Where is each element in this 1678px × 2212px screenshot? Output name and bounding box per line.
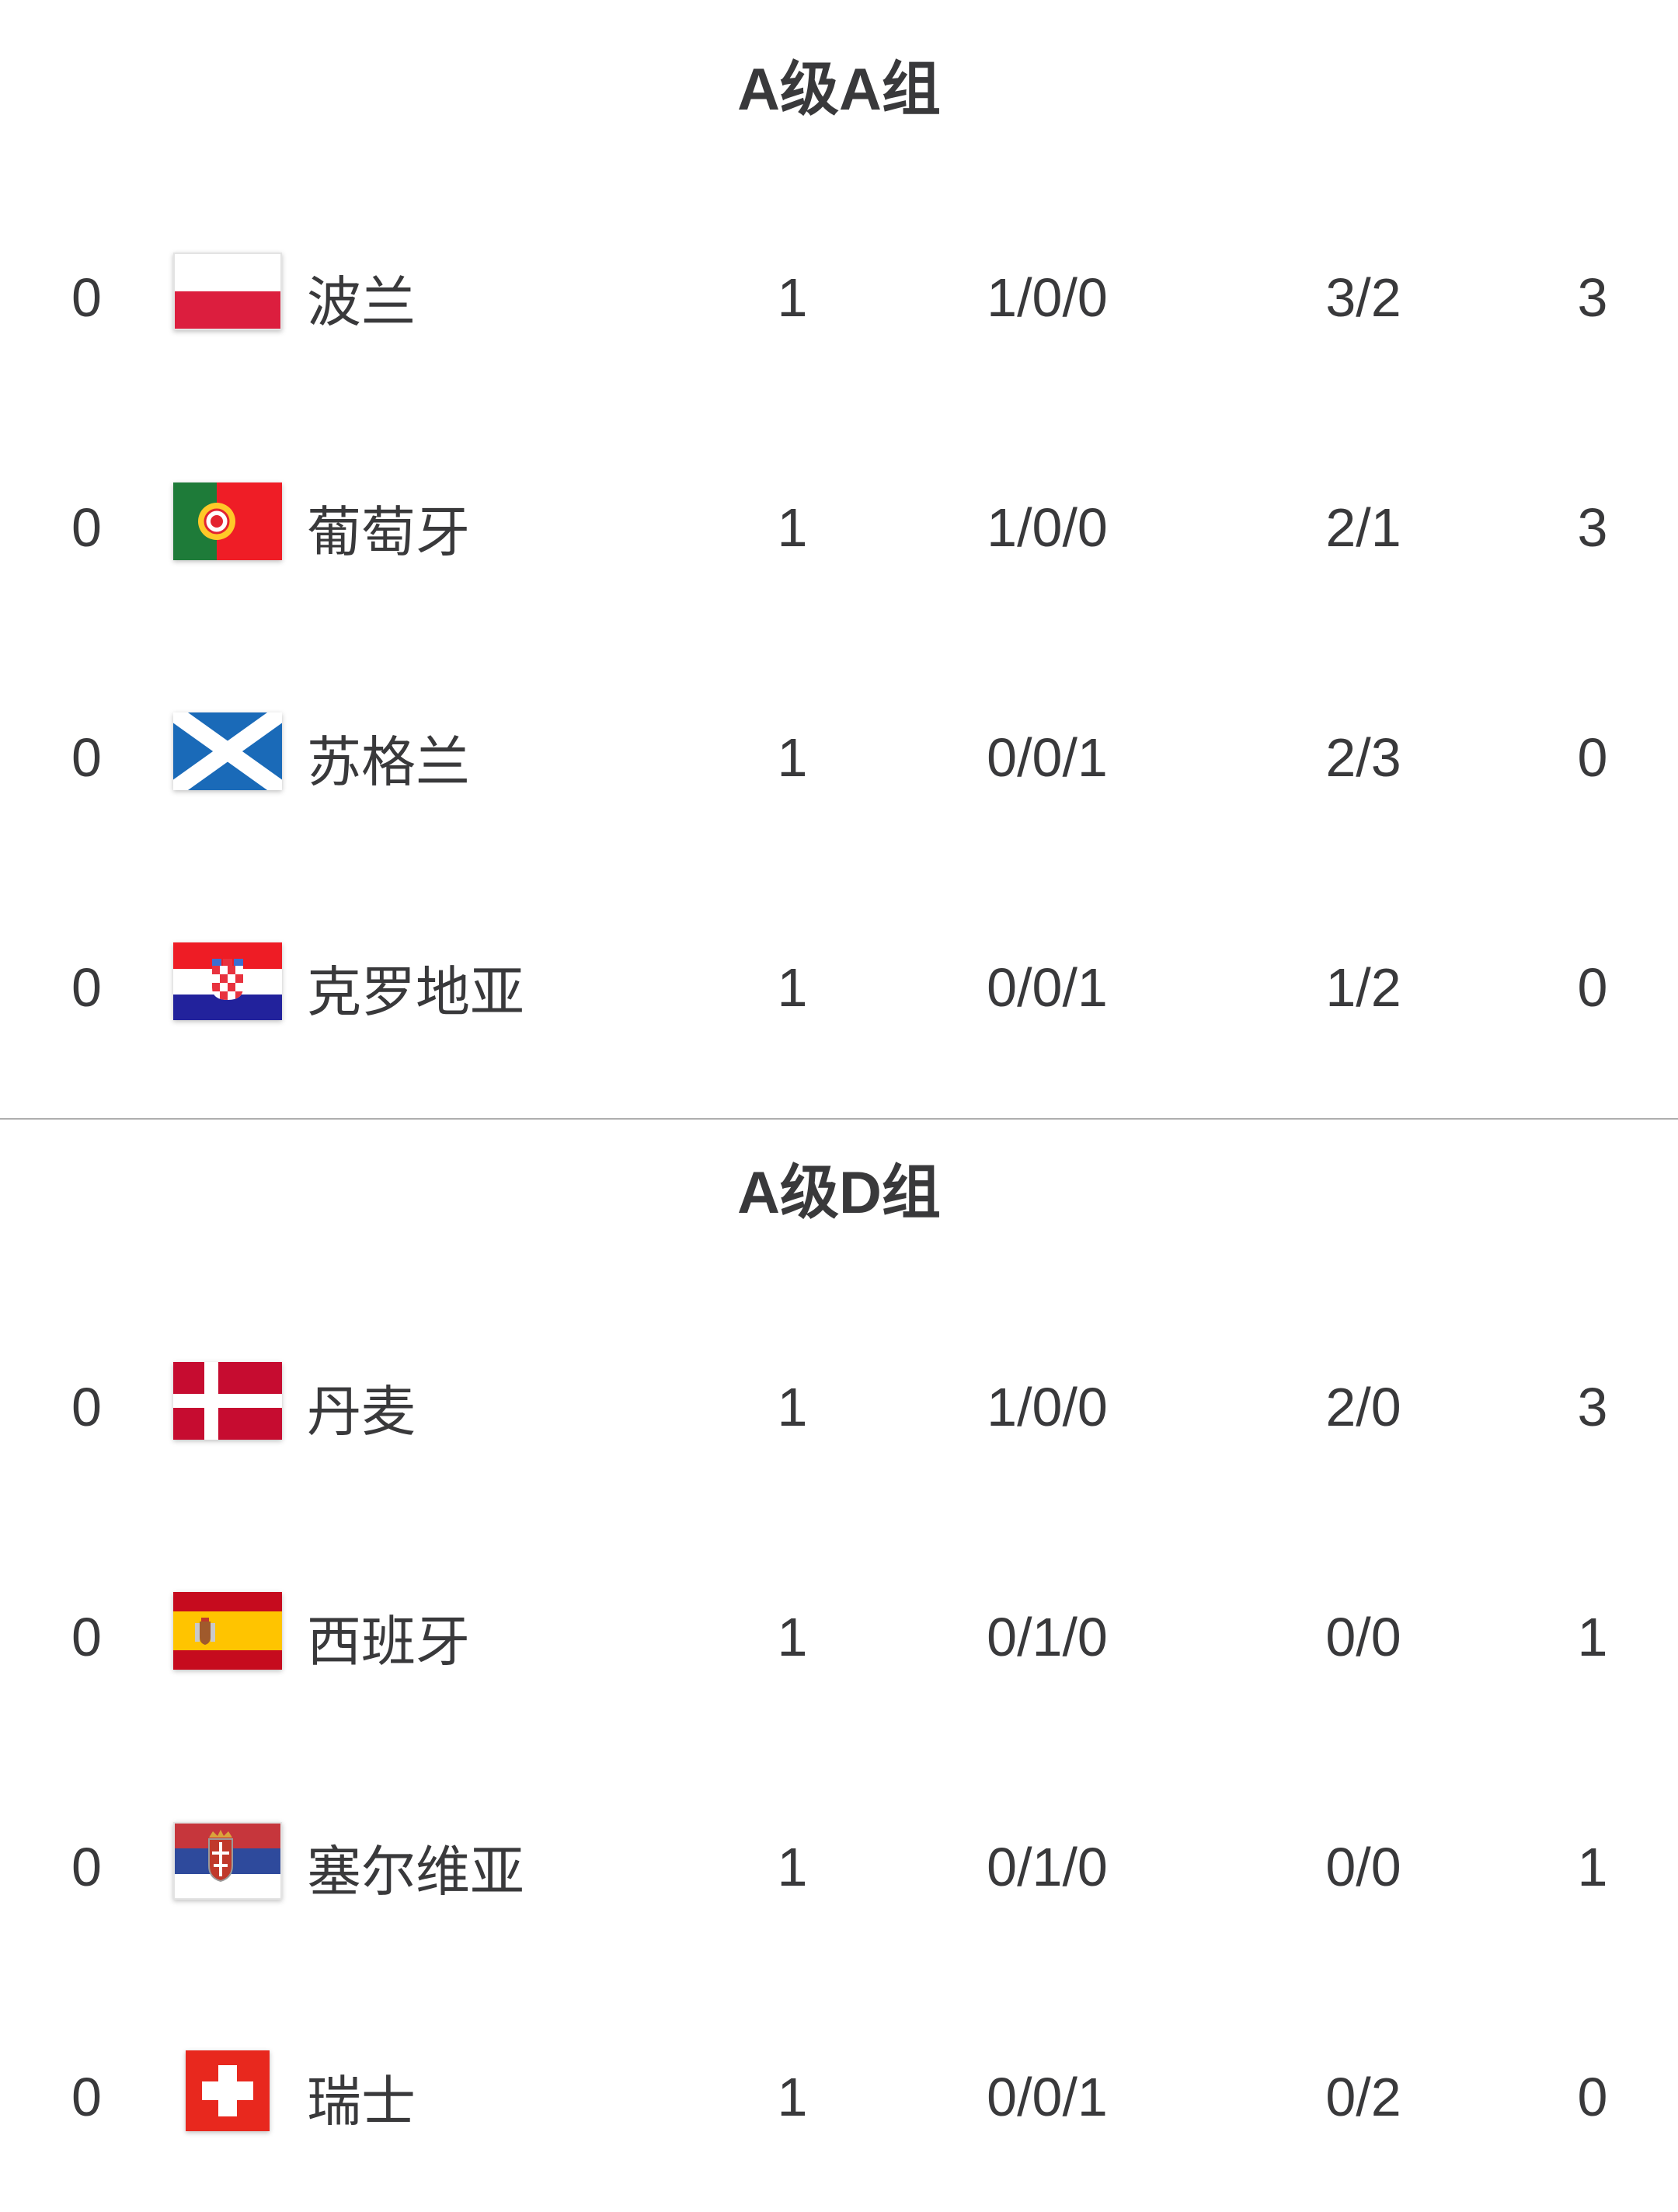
rank-value: 0 (71, 727, 102, 788)
team-name: 西班牙 (307, 1611, 470, 1672)
scotland-flag-icon (173, 712, 282, 790)
played-value: 1 (777, 497, 808, 558)
played-value: 1 (777, 1607, 808, 1667)
team-row-scotland[interactable]: 0 苏格兰 1 0/0/1 2/3 0 (0, 643, 1678, 873)
croatia-flag-icon (173, 942, 282, 1020)
team-name: 丹麦 (307, 1381, 416, 1442)
win-draw-loss-value: 0/0/1 (987, 2067, 1108, 2127)
win-draw-loss-value: 0/1/0 (987, 1837, 1108, 1897)
win-draw-loss-value: 1/0/0 (987, 497, 1108, 558)
team-row-denmark[interactable]: 0 丹麦 1 1/0/0 2/0 3 (0, 1292, 1678, 1522)
rank-value: 0 (71, 2067, 102, 2127)
played-value: 1 (777, 1837, 808, 1897)
rank-value: 0 (71, 1607, 102, 1667)
group-section-a: A级A组 0 波兰 1 1/0/0 3/2 3 0 (0, 57, 1678, 1120)
points-value: 0 (1577, 727, 1608, 788)
win-draw-loss-value: 0/1/0 (987, 1607, 1108, 1667)
group-title: A级A组 (737, 57, 941, 123)
win-draw-loss-value: 0/0/1 (987, 957, 1108, 1018)
goals-value: 1/2 (1325, 957, 1401, 1018)
points-value: 0 (1577, 2067, 1608, 2127)
win-draw-loss-value: 1/0/0 (987, 1377, 1108, 1437)
points-value: 1 (1577, 1837, 1608, 1897)
team-row-croatia[interactable]: 0 (0, 873, 1678, 1103)
team-row-poland[interactable]: 0 波兰 1 1/0/0 3/2 3 (0, 183, 1678, 413)
points-value: 1 (1577, 1607, 1608, 1667)
denmark-flag-icon (173, 1362, 282, 1440)
portugal-flag-icon (173, 482, 282, 560)
points-value: 3 (1577, 497, 1608, 558)
standings-table: 0 丹麦 1 1/0/0 2/0 3 0 (0, 1224, 1678, 2212)
team-name: 葡萄牙 (307, 501, 470, 563)
team-name: 苏格兰 (307, 731, 470, 792)
goals-value: 3/2 (1325, 267, 1401, 328)
goals-value: 2/1 (1325, 497, 1401, 558)
team-row-switzerland[interactable]: 0 瑞士 1 0/0/1 0/2 0 (0, 1982, 1678, 2212)
points-value: 3 (1577, 267, 1608, 328)
group-title: A级D组 (737, 1160, 941, 1226)
rank-value: 0 (71, 1837, 102, 1897)
team-row-serbia[interactable]: 0 塞尔维亚 1 0/1/0 0/0 1 (0, 1752, 1678, 1982)
points-value: 3 (1577, 1377, 1608, 1437)
goals-value: 0/2 (1325, 2067, 1401, 2127)
played-value: 1 (777, 727, 808, 788)
played-value: 1 (777, 267, 808, 328)
win-draw-loss-value: 1/0/0 (987, 267, 1108, 328)
played-value: 1 (777, 2067, 808, 2127)
switzerland-flag-icon (186, 2050, 270, 2131)
rank-value: 0 (71, 267, 102, 328)
goals-value: 0/0 (1325, 1607, 1401, 1667)
goals-value: 2/0 (1325, 1377, 1401, 1437)
team-row-spain[interactable]: 0 西班牙 1 0/1/0 0/0 1 (0, 1522, 1678, 1752)
rank-value: 0 (71, 1377, 102, 1437)
serbia-flag-icon (173, 1822, 282, 1900)
standings-table: 0 波兰 1 1/0/0 3/2 3 0 (0, 121, 1678, 1103)
group-section-d: A级D组 0 丹麦 1 1/0/0 2/0 3 0 (0, 1120, 1678, 2212)
win-draw-loss-value: 0/0/1 (987, 727, 1108, 788)
team-name: 克罗地亚 (307, 961, 524, 1022)
played-value: 1 (777, 957, 808, 1018)
rank-value: 0 (71, 957, 102, 1018)
poland-flag-icon (173, 253, 282, 330)
goals-value: 2/3 (1325, 727, 1401, 788)
points-value: 0 (1577, 957, 1608, 1018)
spain-flag-icon (173, 1592, 282, 1670)
played-value: 1 (777, 1377, 808, 1437)
team-name: 瑞士 (307, 2071, 416, 2132)
team-name: 塞尔维亚 (307, 1841, 524, 1902)
goals-value: 0/0 (1325, 1837, 1401, 1897)
team-row-portugal[interactable]: 0 葡萄牙 1 1/0/0 2/1 3 (0, 413, 1678, 643)
team-name: 波兰 (307, 271, 416, 333)
rank-value: 0 (71, 497, 102, 558)
